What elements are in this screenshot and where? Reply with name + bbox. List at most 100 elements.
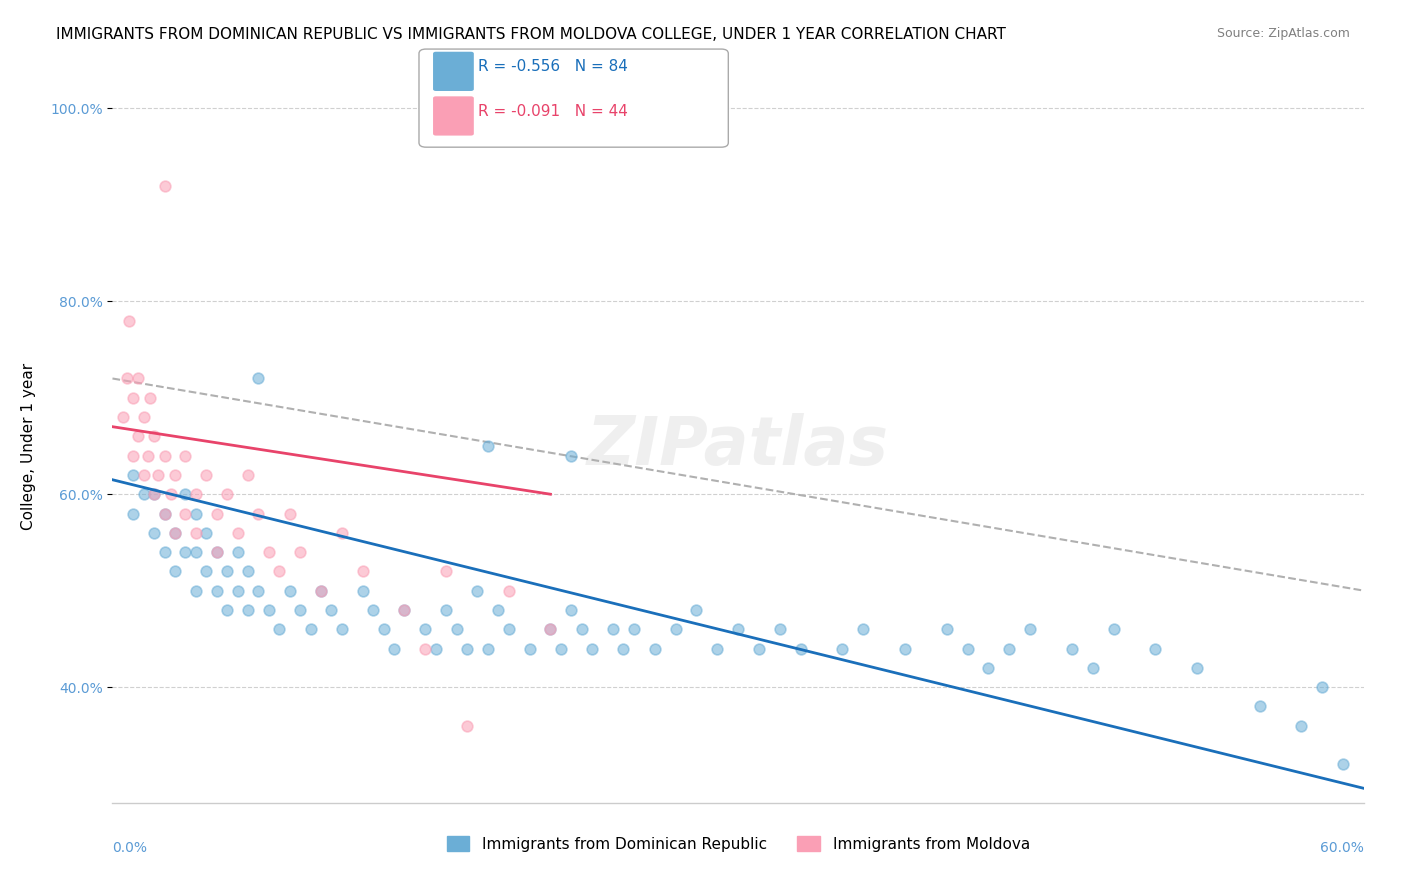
- Point: [538, 622, 561, 636]
- Point: [446, 622, 468, 636]
- Point: [706, 641, 728, 656]
- Point: [309, 583, 332, 598]
- Point: [160, 487, 183, 501]
- Point: [1081, 661, 1104, 675]
- Point: [309, 583, 332, 598]
- Point: [413, 622, 436, 636]
- Point: [205, 545, 228, 559]
- Point: [498, 583, 520, 598]
- Point: [163, 467, 186, 482]
- Point: [269, 565, 291, 579]
- Point: [257, 545, 280, 559]
- Point: [1331, 757, 1354, 772]
- Point: [330, 622, 353, 636]
- Point: [434, 603, 457, 617]
- Point: [956, 641, 979, 656]
- Point: [790, 641, 813, 656]
- Point: [217, 603, 239, 617]
- Point: [139, 391, 162, 405]
- Point: [163, 565, 186, 579]
- Point: [394, 603, 416, 617]
- Point: [831, 641, 853, 656]
- Point: [373, 622, 395, 636]
- Point: [226, 583, 249, 598]
- Text: 0.0%: 0.0%: [112, 841, 148, 855]
- Point: [665, 622, 688, 636]
- Point: [571, 622, 593, 636]
- Point: [278, 507, 301, 521]
- Point: [299, 622, 322, 636]
- Point: [153, 178, 176, 193]
- Point: [143, 487, 166, 501]
- Point: [894, 641, 917, 656]
- Point: [602, 622, 624, 636]
- Point: [153, 507, 176, 521]
- Point: [977, 661, 1000, 675]
- Point: [394, 603, 416, 617]
- Point: [852, 622, 875, 636]
- Text: Source: ZipAtlas.com: Source: ZipAtlas.com: [1216, 27, 1350, 40]
- Point: [560, 449, 582, 463]
- Point: [184, 583, 207, 598]
- Point: [382, 641, 405, 656]
- Point: [247, 507, 270, 521]
- Point: [184, 525, 207, 540]
- Point: [550, 641, 572, 656]
- Point: [184, 487, 207, 501]
- Legend: Immigrants from Dominican Republic, Immigrants from Moldova: Immigrants from Dominican Republic, Immi…: [439, 828, 1038, 859]
- Point: [352, 583, 374, 598]
- Point: [184, 507, 207, 521]
- Point: [153, 507, 176, 521]
- Point: [132, 487, 155, 501]
- Point: [236, 603, 259, 617]
- Point: [127, 429, 149, 443]
- Point: [560, 603, 582, 617]
- Point: [1102, 622, 1125, 636]
- Point: [498, 622, 520, 636]
- Point: [1060, 641, 1083, 656]
- Point: [1310, 680, 1333, 694]
- Point: [195, 525, 218, 540]
- Point: [127, 371, 149, 385]
- Point: [612, 641, 634, 656]
- Text: IMMIGRANTS FROM DOMINICAN REPUBLIC VS IMMIGRANTS FROM MOLDOVA COLLEGE, UNDER 1 Y: IMMIGRANTS FROM DOMINICAN REPUBLIC VS IM…: [56, 27, 1007, 42]
- Point: [1249, 699, 1271, 714]
- Point: [217, 565, 239, 579]
- Point: [477, 641, 499, 656]
- Point: [519, 641, 541, 656]
- Point: [257, 603, 280, 617]
- Point: [205, 507, 228, 521]
- Point: [143, 525, 166, 540]
- Point: [290, 545, 312, 559]
- Point: [163, 525, 186, 540]
- Point: [456, 641, 478, 656]
- Point: [290, 603, 312, 617]
- Point: [153, 545, 176, 559]
- Point: [477, 439, 499, 453]
- Text: R = -0.091   N = 44: R = -0.091 N = 44: [478, 104, 628, 119]
- Point: [143, 487, 166, 501]
- Point: [174, 507, 197, 521]
- Point: [174, 545, 197, 559]
- Y-axis label: College, Under 1 year: College, Under 1 year: [21, 362, 37, 530]
- Point: [685, 603, 707, 617]
- Point: [122, 507, 145, 521]
- Point: [132, 410, 155, 425]
- Point: [236, 467, 259, 482]
- Point: [136, 449, 159, 463]
- Point: [1144, 641, 1167, 656]
- Point: [122, 449, 145, 463]
- Point: [132, 467, 155, 482]
- Point: [217, 487, 239, 501]
- Text: 60.0%: 60.0%: [1320, 841, 1364, 855]
- Point: [361, 603, 384, 617]
- Point: [623, 622, 645, 636]
- Point: [195, 467, 218, 482]
- Point: [118, 313, 141, 327]
- Point: [111, 410, 134, 425]
- Point: [226, 525, 249, 540]
- Point: [122, 467, 145, 482]
- Point: [236, 565, 259, 579]
- Point: [1185, 661, 1208, 675]
- Point: [184, 545, 207, 559]
